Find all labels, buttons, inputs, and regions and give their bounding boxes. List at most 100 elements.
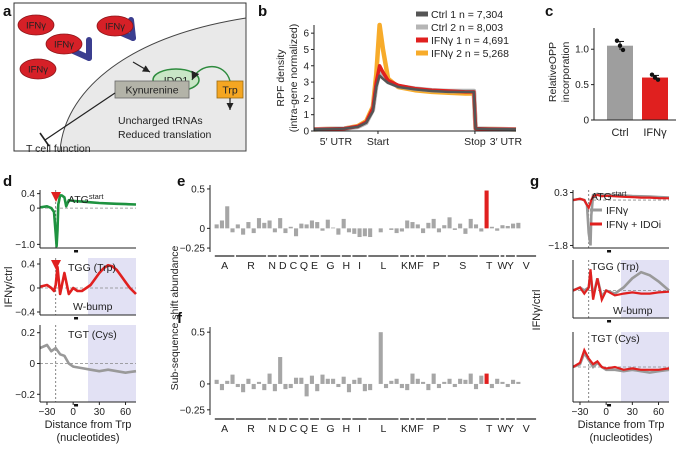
bar <box>225 380 230 384</box>
data-point <box>649 72 655 77</box>
ifn-molecule-2 <box>45 33 83 55</box>
bar <box>352 228 357 234</box>
bar <box>426 222 431 229</box>
bar <box>278 218 283 229</box>
amino-acid-label: P <box>433 423 440 435</box>
row-label: ATGstart <box>591 189 627 204</box>
category-label: Ctrl <box>611 127 628 139</box>
y-tick-label: 0.5 <box>191 328 205 339</box>
amino-acid-label: S <box>459 423 466 435</box>
ifn-molecule-3 <box>96 15 134 37</box>
amino-acid-label: K <box>401 423 408 435</box>
bar <box>288 226 293 229</box>
bar <box>219 220 224 229</box>
bar <box>283 383 288 390</box>
bar <box>299 377 304 384</box>
amino-acid-label: L <box>380 260 386 272</box>
amino-acid-label: V <box>523 260 530 272</box>
amino-acid-label: E <box>311 423 318 435</box>
ef-ylabel: Sub-sequence shift abundance <box>169 245 181 390</box>
bar <box>516 381 521 384</box>
bar <box>511 223 516 229</box>
reduced-translation-text: Reduced translation <box>118 129 212 141</box>
y-axis-label: RelativeOPP <box>547 42 559 102</box>
amino-acid-label: G <box>326 260 334 272</box>
bar <box>346 383 352 393</box>
y-tick-label: 6 <box>303 29 309 40</box>
y-tick-label: 0.2 <box>21 328 35 339</box>
bar <box>442 225 447 229</box>
bar <box>473 224 479 229</box>
ifn-idoi-line <box>572 269 670 304</box>
x-tick-label: 3′ UTR <box>490 136 523 148</box>
marker-triangle <box>51 260 61 270</box>
bar <box>214 224 219 229</box>
bar <box>235 383 240 388</box>
kynurenine-box <box>114 80 190 99</box>
series-line-2 <box>313 64 517 132</box>
bar <box>235 224 240 229</box>
y-tick-label: 0 <box>199 379 205 390</box>
y-tick-label: 0.5 <box>575 80 589 91</box>
ifn-idoi-line <box>572 193 670 211</box>
ifn-label-2: IFNγ <box>54 40 74 51</box>
ifn-molecule-4 <box>19 58 57 80</box>
y-tick-label: −0.25 <box>180 244 206 255</box>
bar <box>405 220 410 229</box>
bar <box>230 228 235 233</box>
bar <box>346 228 352 233</box>
bar <box>463 379 468 384</box>
y-tick-label: 0 <box>29 359 35 370</box>
bar <box>288 383 293 389</box>
bar <box>304 224 309 229</box>
bar <box>336 228 341 235</box>
panel-b: b 0 1 2 3 4 5 6 5′ UTR Start Stop 3′ UTR RPF densit… <box>258 3 522 148</box>
amino-acid-label: F <box>417 423 423 435</box>
row-label: TGG (Trp) <box>68 262 116 274</box>
x-axis-label-2: (nucleotides) <box>590 432 653 444</box>
bar <box>642 77 668 120</box>
bar <box>463 228 468 234</box>
bar <box>378 332 383 384</box>
legend-label: Ctrl 1 n = 7,304 <box>431 9 503 21</box>
amino-acid-label: K <box>401 260 408 272</box>
bar <box>325 219 330 229</box>
bar <box>505 225 510 229</box>
amino-acid-label: N <box>268 423 276 435</box>
legend-label: IFNγ + IDOi <box>606 219 661 231</box>
amino-acid-label: C <box>290 260 298 272</box>
y-tick-label: 0 <box>583 116 589 127</box>
amino-acid-label: D <box>279 260 287 272</box>
data-point <box>620 47 626 53</box>
panel-label-c: c <box>545 3 553 20</box>
bar <box>479 375 484 384</box>
row-label: TGT (Cys) <box>68 329 117 341</box>
trp-label: Trp <box>222 85 238 97</box>
bar <box>299 223 304 229</box>
bar <box>389 380 394 384</box>
bar <box>293 377 299 384</box>
amino-acid-label: C <box>290 423 298 435</box>
row-label-sup: start <box>89 192 105 201</box>
bar <box>484 373 489 384</box>
amino-acid-label: P <box>433 260 440 272</box>
y-tick-label: 0 <box>199 224 205 235</box>
bar <box>352 379 357 384</box>
data-point <box>617 43 623 48</box>
series-line-1 <box>313 70 517 132</box>
y-tick-label: −0.25 <box>180 405 206 416</box>
y-tick-label: −0.4 <box>15 308 35 319</box>
legend-label: IFNγ <box>606 205 629 217</box>
bar <box>421 228 426 234</box>
bar <box>267 220 272 229</box>
amino-acid-label: E <box>311 260 318 272</box>
y-tick-label: −0.2 <box>15 390 35 401</box>
x-tick-label: Stop <box>464 136 486 148</box>
bar <box>320 228 325 231</box>
bar <box>362 383 367 392</box>
amino-acid-label: H <box>343 423 351 435</box>
bar <box>283 228 288 234</box>
legend-label: IFNγ 2 n = 5,268 <box>431 48 509 60</box>
